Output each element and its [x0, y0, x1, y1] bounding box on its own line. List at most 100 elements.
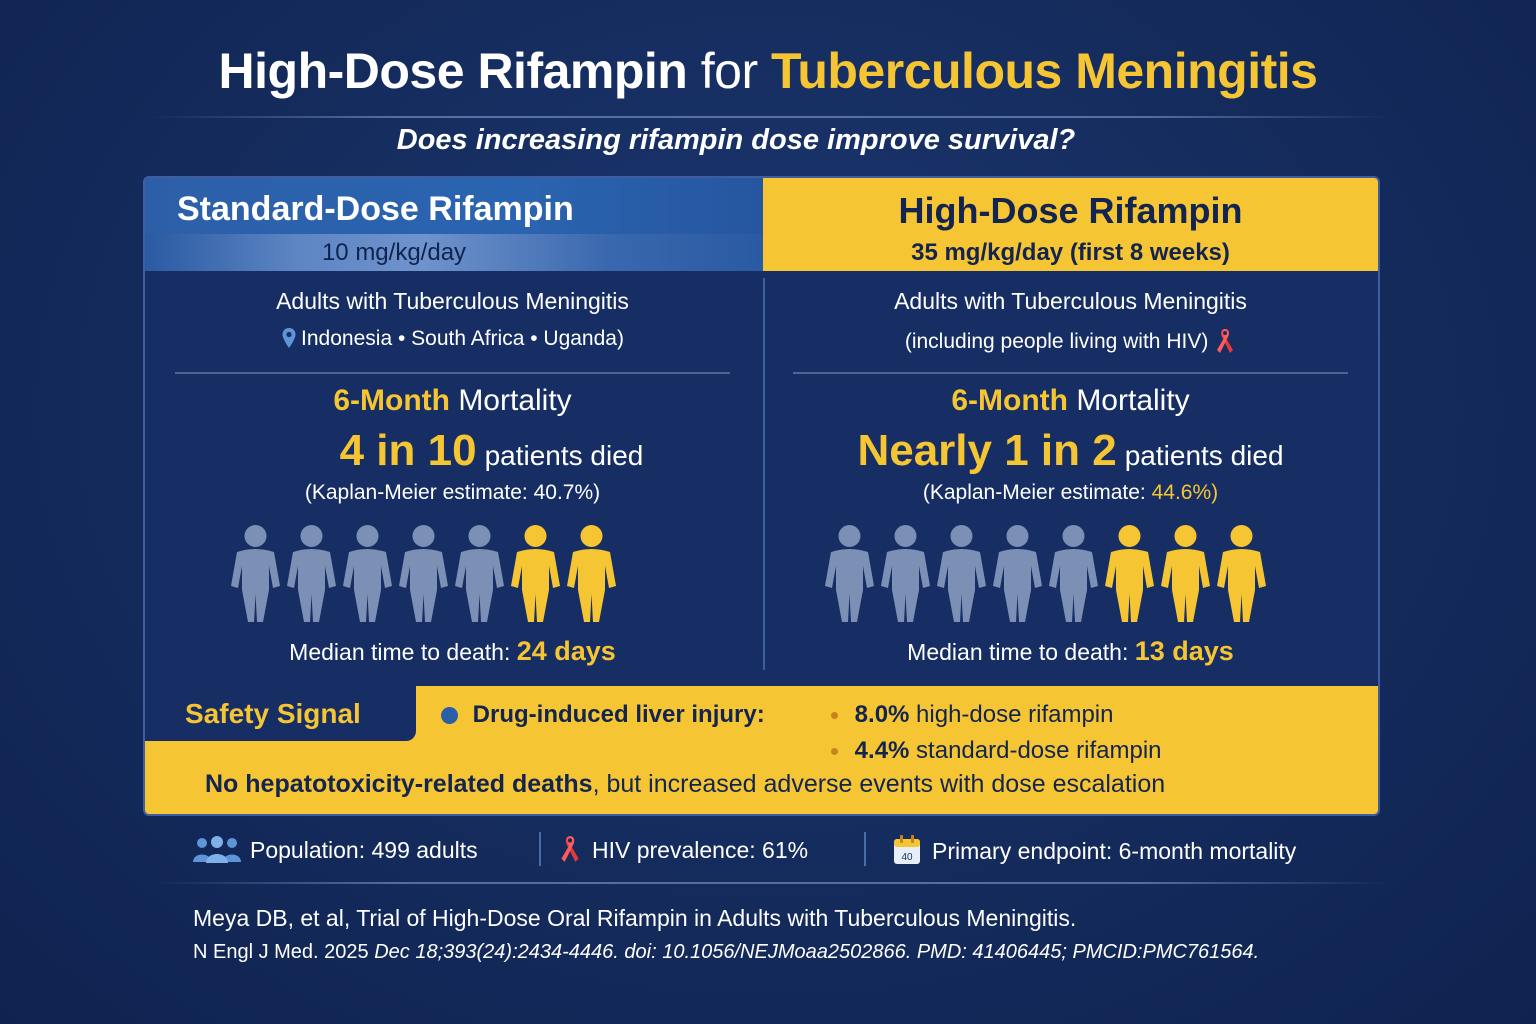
person-icon	[825, 525, 874, 622]
standard-population: Adults with Tuberculous Meningitis	[276, 288, 629, 314]
footer-separator	[864, 832, 866, 866]
standard-dose-injury-line: 4.4% standard-dose rifampin	[831, 737, 1162, 765]
column-divider	[763, 278, 765, 670]
standard-sites: Indonesia • South Africa • Uganda)	[145, 327, 760, 351]
person-died-icon	[1105, 525, 1154, 622]
high-dose-header: High-Dose Rifampin 35 mg/kg/day (first 8…	[763, 178, 1378, 271]
standard-sites-text: Indonesia • South Africa • Uganda)	[301, 327, 624, 350]
bullet-dot-icon	[441, 707, 458, 725]
footer-separator	[539, 832, 541, 866]
standard-median-label: Median time to death:	[289, 639, 511, 665]
person-icon	[937, 525, 986, 622]
group-people-icon	[193, 836, 241, 863]
high-mortality-statement: Nearly 1 in 2 patients died	[763, 426, 1378, 476]
page-title: High-Dose Rifampin for Tuberculous Menin…	[0, 42, 1536, 100]
high-people-icons	[823, 524, 1271, 624]
reference-details: N Engl J Med. 2025 Dec 18;393(24):2434-4…	[193, 941, 1259, 964]
high-dose-injury-value: 8.0%	[854, 701, 910, 728]
standard-mortality-label: Mortality	[458, 384, 572, 417]
safety-summary-rest: , but increased adverse events with dose…	[592, 770, 1166, 798]
high-dose-heading: High-Dose Rifampin	[898, 190, 1243, 231]
person-died-icon	[567, 525, 616, 622]
footer-hiv: HIV prevalence: 61%	[558, 834, 808, 864]
safety-summary: No hepatotoxicity-related deaths, but in…	[205, 770, 1165, 799]
person-died-icon	[1217, 525, 1266, 622]
bullet-icon	[831, 748, 838, 756]
person-icon	[455, 525, 504, 622]
standard-mortality-text: patients died	[484, 440, 644, 471]
footer-endpoint-text: Primary endpoint: 6-month mortality	[932, 838, 1297, 864]
location-pin-icon	[282, 328, 296, 348]
reference-doi: Dec 18;393(24):2434-4446. doi: 10.1056/N…	[374, 941, 1260, 963]
high-dose-value: 35 mg/kg/day (first 8 weeks)	[911, 239, 1230, 266]
high-km-label: (Kaplan-Meier estimate:	[922, 481, 1152, 504]
high-median-label: Median time to death:	[907, 639, 1129, 665]
standard-mortality-heading: 6-Month Mortality	[145, 384, 760, 418]
standard-median-value: 24 days	[516, 636, 616, 666]
person-died-icon	[511, 525, 560, 622]
safety-tab: Safety Signal	[145, 686, 416, 741]
safety-tab-label: Safety Signal	[185, 698, 361, 729]
high-mortality-text: patients died	[1124, 440, 1284, 471]
standard-people-icons	[229, 524, 621, 624]
high-km-estimate: (Kaplan-Meier estimate: 44.6%)	[763, 481, 1378, 505]
title-part-1: High-Dose Rifampin	[218, 43, 688, 99]
footer-population: Population: 499 adults	[190, 834, 478, 864]
high-dose-column: Adults with Tuberculous Meningitis (incl…	[763, 271, 1378, 686]
standard-dose-injury-label: standard-dose rifampin	[916, 737, 1162, 764]
person-icon	[1049, 525, 1098, 622]
standard-mortality-statement: 4 in 10 patients died	[145, 426, 760, 476]
high-median-value: 13 days	[1134, 636, 1234, 666]
high-mortality-ratio: Nearly 1 in 2	[857, 426, 1117, 475]
high-mortality-heading: 6-Month Mortality	[763, 384, 1378, 418]
high-population-note: (including people living with HIV)	[763, 327, 1378, 355]
standard-km-estimate: (Kaplan-Meier estimate: 40.7%)	[304, 481, 601, 504]
standard-dose-injury-value: 4.4%	[854, 737, 910, 764]
person-icon	[231, 525, 280, 622]
person-icon	[993, 525, 1042, 622]
person-icon	[399, 525, 448, 622]
high-mortality-prefix: 6-Month	[951, 384, 1068, 417]
high-population-note-text: (including people living with HIV)	[904, 330, 1209, 353]
standard-divider	[175, 372, 730, 374]
person-icon	[881, 525, 930, 622]
person-died-icon	[1161, 525, 1210, 622]
standard-dose-column: Adults with Tuberculous Meningitis Indon…	[145, 271, 760, 686]
high-dose-injury-label: high-dose rifampin	[916, 701, 1114, 728]
footer-divider	[150, 882, 1390, 884]
liver-injury-label: Drug-induced liver injury:	[472, 701, 765, 728]
standard-dose-value: 10 mg/kg/day	[145, 234, 763, 271]
high-km-value: 44.6%)	[1151, 481, 1219, 504]
safety-summary-bold: No hepatotoxicity-related deaths	[205, 770, 593, 798]
title-divider	[150, 116, 1390, 118]
standard-dose-heading: Standard-Dose Rifampin	[177, 190, 574, 228]
standard-dose-text: 10 mg/kg/day	[321, 239, 467, 266]
standard-mortality-prefix: 6-Month	[333, 384, 450, 417]
standard-dose-header: Standard-Dose Rifampin 10 mg/kg/day	[145, 178, 763, 271]
subtitle: Does increasing rifampin dose improve su…	[396, 124, 1076, 156]
high-population: Adults with Tuberculous Meningitis	[894, 288, 1247, 314]
standard-mortality-ratio: 4 in 10	[339, 426, 477, 475]
awareness-ribbon-icon	[561, 836, 579, 862]
title-part-2: for	[700, 43, 758, 99]
footer-endpoint: 40 Primary endpoint: 6-month mortality	[892, 834, 1296, 866]
high-dose-injury-line: 8.0% high-dose rifampin	[831, 701, 1113, 729]
person-icon	[287, 525, 336, 622]
footer-hiv-text: HIV prevalence: 61%	[592, 837, 809, 863]
person-icon	[343, 525, 392, 622]
standard-median: Median time to death: 24 days	[145, 636, 760, 667]
high-mortality-label: Mortality	[1076, 384, 1190, 417]
bullet-icon	[831, 712, 838, 720]
comparison-card: Standard-Dose Rifampin 10 mg/kg/day High…	[143, 176, 1380, 816]
high-divider	[793, 372, 1348, 374]
calendar-number: 40	[901, 852, 913, 863]
awareness-ribbon-icon	[1217, 329, 1234, 353]
title-part-3: Tuberculous Meningitis	[771, 43, 1318, 99]
safety-panel: Safety Signal Drug-induced liver injury:…	[145, 686, 1378, 814]
high-median: Median time to death: 13 days	[763, 636, 1378, 667]
liver-injury-line: Drug-induced liver injury:	[441, 701, 765, 729]
footer-population-text: Population: 499 adults	[250, 837, 478, 863]
calendar-icon: 40	[894, 835, 920, 864]
reference-journal: N Engl J Med. 2025	[193, 941, 375, 963]
reference-citation: Meya DB, et al, Trial of High-Dose Oral …	[193, 905, 1077, 931]
